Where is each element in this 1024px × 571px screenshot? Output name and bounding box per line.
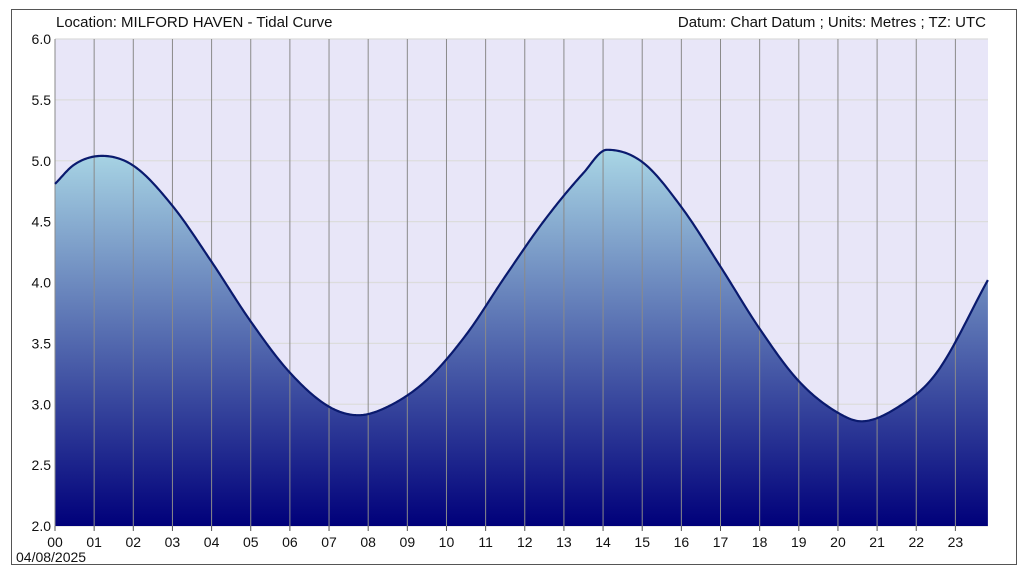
x-tick-label: 07: [321, 534, 337, 550]
x-tick-label: 19: [791, 534, 807, 550]
datum-units-label: Datum: Chart Datum ; Units: Metres ; TZ:…: [678, 14, 986, 31]
y-tick-label: 4.0: [32, 275, 52, 291]
x-tick-label: 15: [634, 534, 650, 550]
y-tick-label: 4.5: [32, 214, 52, 230]
x-tick-label: 01: [86, 534, 102, 550]
y-tick-label: 5.5: [32, 92, 52, 108]
x-tick-label: 11: [478, 534, 493, 550]
y-tick-label: 5.0: [32, 153, 52, 169]
x-tick-label: 02: [126, 534, 142, 550]
y-axis-ticks: 2.0 2.5 3.0 3.5 4.0 4.5 5.0 5.5 6.0: [32, 31, 52, 534]
x-tick-label: 14: [595, 534, 611, 550]
y-tick-label: 2.0: [32, 518, 52, 534]
vertical-gridlines: [54, 39, 956, 526]
y-tick-label: 6.0: [32, 31, 52, 47]
x-tick-label: 18: [752, 534, 768, 550]
tide-area-fill: [55, 149, 988, 527]
x-tick-label: 03: [165, 534, 181, 550]
x-axis-ticks: 00 01 02 03 04 05 06 07 08 09 10 11 12 13 14 15 16 17 18 19…: [47, 526, 963, 550]
x-tick-label: 16: [674, 534, 690, 550]
y-tick-label: 2.5: [32, 457, 52, 473]
x-tick-label: 20: [830, 534, 846, 550]
x-tick-label: 05: [243, 534, 259, 550]
y-tick-label: 3.0: [32, 396, 52, 412]
location-title: Location: MILFORD HAVEN - Tidal Curve: [56, 14, 332, 31]
x-tick-label: 08: [360, 534, 376, 550]
x-tick-label: 10: [439, 534, 455, 550]
x-tick-label: 12: [517, 534, 533, 550]
x-tick-label: 21: [869, 534, 885, 550]
date-label: 04/08/2025: [16, 549, 86, 565]
x-tick-label: 23: [948, 534, 964, 550]
x-tick-label: 17: [713, 534, 729, 550]
x-tick-label: 06: [282, 534, 298, 550]
x-tick-label: 09: [400, 534, 416, 550]
x-tick-label: 22: [908, 534, 924, 550]
x-tick-label: 13: [556, 534, 572, 550]
tide-curve-line: [54, 148, 989, 423]
x-tick-label: 04: [204, 534, 220, 550]
x-tick-label: 00: [47, 534, 63, 550]
y-tick-label: 3.5: [32, 335, 52, 351]
